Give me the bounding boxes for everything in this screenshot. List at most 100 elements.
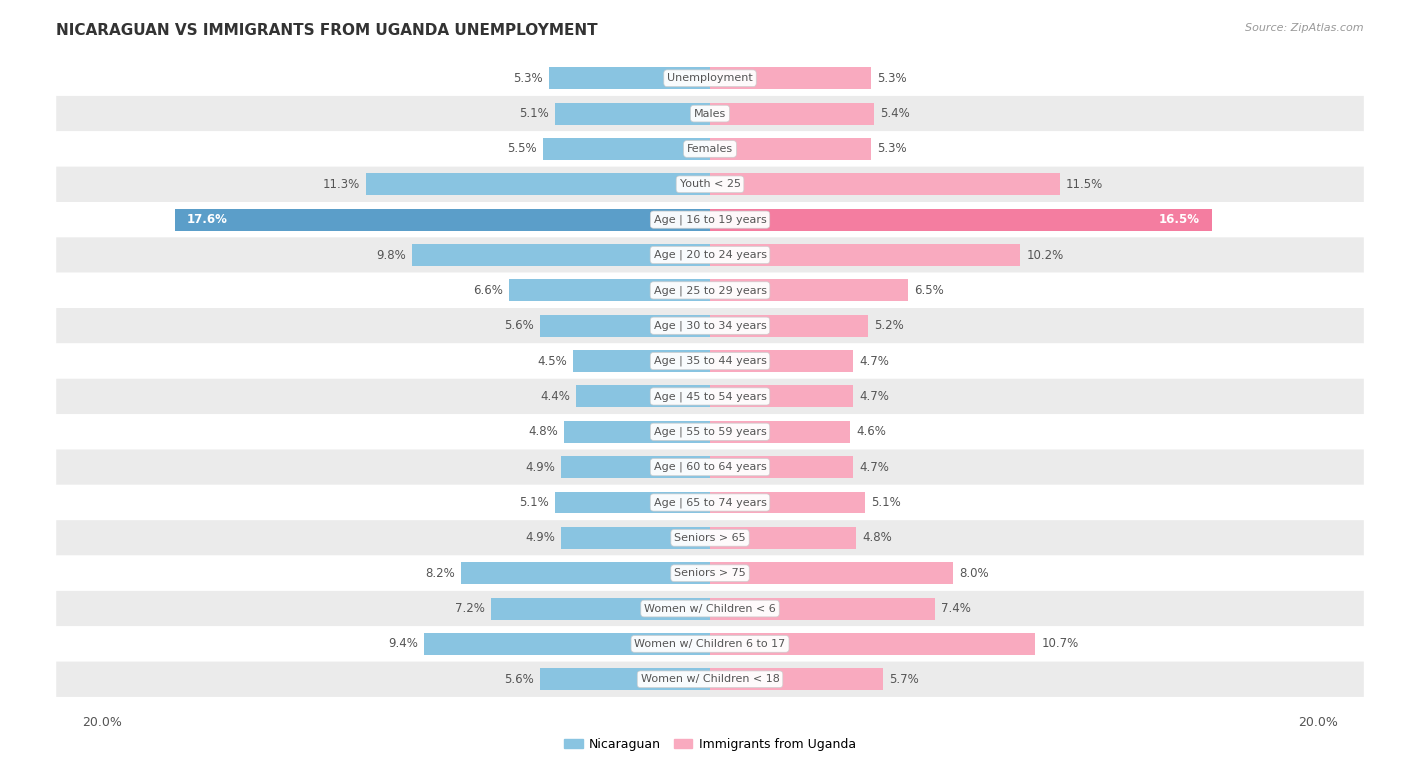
Text: Age | 35 to 44 years: Age | 35 to 44 years xyxy=(654,356,766,366)
Text: Women w/ Children < 18: Women w/ Children < 18 xyxy=(641,674,779,684)
FancyBboxPatch shape xyxy=(56,556,1364,591)
Bar xyxy=(710,562,953,584)
Bar xyxy=(710,103,875,125)
Text: 4.6%: 4.6% xyxy=(856,425,886,438)
Bar xyxy=(555,491,710,513)
FancyBboxPatch shape xyxy=(56,450,1364,484)
Text: 10.7%: 10.7% xyxy=(1042,637,1078,650)
Text: 4.7%: 4.7% xyxy=(859,354,889,368)
Text: 9.4%: 9.4% xyxy=(388,637,418,650)
FancyBboxPatch shape xyxy=(56,484,1364,520)
Bar xyxy=(509,279,710,301)
Bar xyxy=(710,668,883,690)
Bar xyxy=(710,633,1035,655)
Bar xyxy=(710,173,1060,195)
FancyBboxPatch shape xyxy=(56,61,1364,96)
Bar xyxy=(710,138,872,160)
FancyBboxPatch shape xyxy=(56,273,1364,308)
Bar xyxy=(461,562,710,584)
Text: 4.7%: 4.7% xyxy=(859,390,889,403)
Text: 11.3%: 11.3% xyxy=(323,178,360,191)
Text: 4.9%: 4.9% xyxy=(524,461,555,474)
Text: 7.4%: 7.4% xyxy=(941,602,972,615)
Bar xyxy=(548,67,710,89)
Text: 5.3%: 5.3% xyxy=(877,72,907,85)
Bar xyxy=(710,421,849,443)
Text: 9.8%: 9.8% xyxy=(377,248,406,261)
Text: 5.5%: 5.5% xyxy=(508,142,537,155)
Text: 5.4%: 5.4% xyxy=(880,107,910,120)
Bar xyxy=(564,421,710,443)
Text: 5.2%: 5.2% xyxy=(875,319,904,332)
Text: 10.2%: 10.2% xyxy=(1026,248,1063,261)
Text: Age | 20 to 24 years: Age | 20 to 24 years xyxy=(654,250,766,260)
FancyBboxPatch shape xyxy=(56,96,1364,131)
Bar xyxy=(540,315,710,337)
Bar xyxy=(710,279,908,301)
Text: Seniors > 75: Seniors > 75 xyxy=(673,569,747,578)
Text: Youth < 25: Youth < 25 xyxy=(679,179,741,189)
Text: 4.8%: 4.8% xyxy=(529,425,558,438)
FancyBboxPatch shape xyxy=(56,238,1364,273)
Bar xyxy=(491,597,710,619)
Text: 4.5%: 4.5% xyxy=(537,354,567,368)
FancyBboxPatch shape xyxy=(56,131,1364,167)
Text: 5.6%: 5.6% xyxy=(503,319,534,332)
Text: Age | 30 to 34 years: Age | 30 to 34 years xyxy=(654,320,766,331)
Bar xyxy=(710,456,853,478)
Text: 8.0%: 8.0% xyxy=(959,567,988,580)
FancyBboxPatch shape xyxy=(56,591,1364,626)
FancyBboxPatch shape xyxy=(56,520,1364,556)
Bar xyxy=(540,668,710,690)
Bar xyxy=(710,597,935,619)
Text: Age | 45 to 54 years: Age | 45 to 54 years xyxy=(654,391,766,402)
FancyBboxPatch shape xyxy=(56,414,1364,450)
FancyBboxPatch shape xyxy=(56,662,1364,697)
Text: Age | 55 to 59 years: Age | 55 to 59 years xyxy=(654,426,766,437)
FancyBboxPatch shape xyxy=(56,167,1364,202)
Text: Women w/ Children 6 to 17: Women w/ Children 6 to 17 xyxy=(634,639,786,649)
FancyBboxPatch shape xyxy=(56,344,1364,378)
Text: Age | 65 to 74 years: Age | 65 to 74 years xyxy=(654,497,766,508)
Text: Source: ZipAtlas.com: Source: ZipAtlas.com xyxy=(1246,23,1364,33)
Text: 5.1%: 5.1% xyxy=(872,496,901,509)
Bar xyxy=(710,315,868,337)
Text: 4.8%: 4.8% xyxy=(862,531,891,544)
Bar xyxy=(710,67,872,89)
Text: Seniors > 65: Seniors > 65 xyxy=(675,533,745,543)
Bar xyxy=(574,350,710,372)
Bar xyxy=(425,633,710,655)
Text: Women w/ Children < 6: Women w/ Children < 6 xyxy=(644,603,776,614)
Bar xyxy=(710,527,856,549)
Bar xyxy=(367,173,710,195)
Text: Males: Males xyxy=(695,108,725,119)
FancyBboxPatch shape xyxy=(56,308,1364,344)
Text: Age | 25 to 29 years: Age | 25 to 29 years xyxy=(654,285,766,296)
Text: 11.5%: 11.5% xyxy=(1066,178,1104,191)
Text: 5.1%: 5.1% xyxy=(519,107,548,120)
Text: NICARAGUAN VS IMMIGRANTS FROM UGANDA UNEMPLOYMENT: NICARAGUAN VS IMMIGRANTS FROM UGANDA UNE… xyxy=(56,23,598,38)
Text: 8.2%: 8.2% xyxy=(425,567,454,580)
Text: 4.4%: 4.4% xyxy=(540,390,571,403)
FancyBboxPatch shape xyxy=(56,202,1364,238)
FancyBboxPatch shape xyxy=(56,626,1364,662)
Text: Age | 60 to 64 years: Age | 60 to 64 years xyxy=(654,462,766,472)
Bar xyxy=(710,385,853,407)
Bar xyxy=(174,209,710,231)
Text: 16.5%: 16.5% xyxy=(1159,213,1199,226)
Text: 5.3%: 5.3% xyxy=(877,142,907,155)
Bar xyxy=(543,138,710,160)
Bar xyxy=(710,350,853,372)
Legend: Nicaraguan, Immigrants from Uganda: Nicaraguan, Immigrants from Uganda xyxy=(560,733,860,755)
Bar xyxy=(561,456,710,478)
Text: 5.1%: 5.1% xyxy=(519,496,548,509)
Text: 6.6%: 6.6% xyxy=(474,284,503,297)
FancyBboxPatch shape xyxy=(56,378,1364,414)
Bar xyxy=(710,491,865,513)
Bar xyxy=(561,527,710,549)
Text: 6.5%: 6.5% xyxy=(914,284,943,297)
Text: 4.7%: 4.7% xyxy=(859,461,889,474)
Text: Females: Females xyxy=(688,144,733,154)
Bar xyxy=(412,244,710,266)
Text: 7.2%: 7.2% xyxy=(456,602,485,615)
